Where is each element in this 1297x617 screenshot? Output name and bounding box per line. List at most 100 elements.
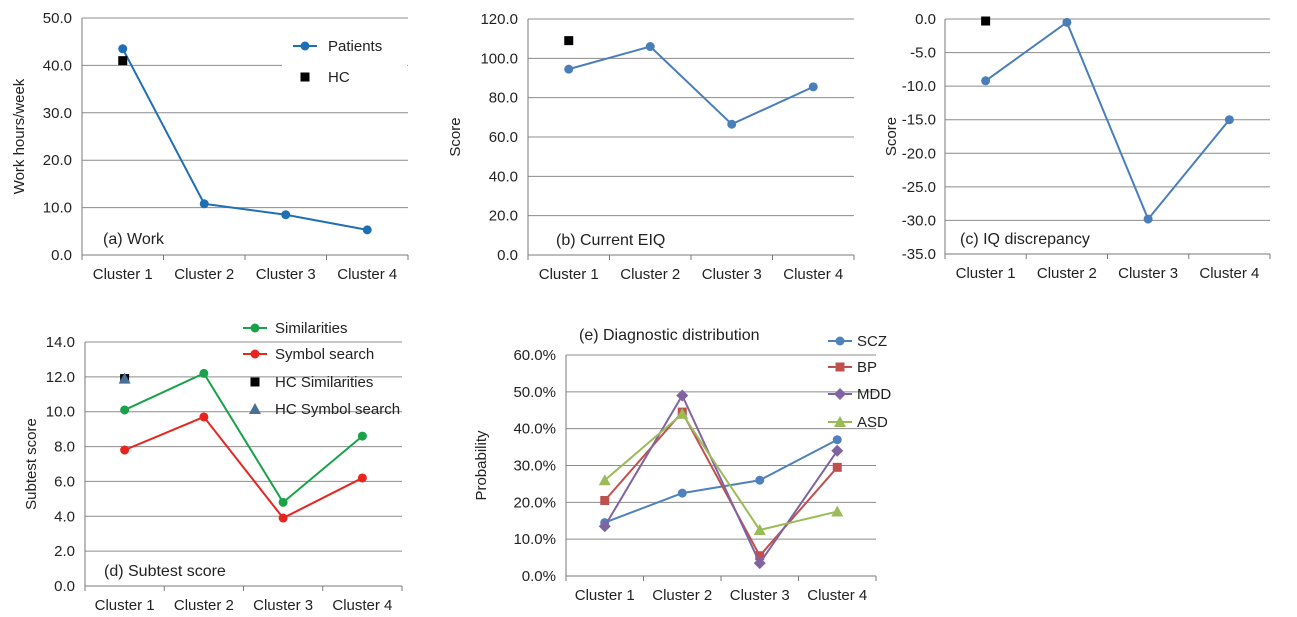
x-tick-label: Cluster 2 (620, 266, 680, 283)
series-hc (118, 56, 128, 66)
data-point (831, 444, 844, 457)
y-tick-label: 30.0 (43, 105, 72, 122)
legend-label: Patients (328, 38, 382, 55)
data-point (598, 474, 611, 486)
data-point (981, 76, 991, 86)
data-point (278, 497, 288, 507)
chart-work: 0.0 10.0 20.0 30.0 40.0 50.0 Cluster 1 Cluster … (11, 10, 409, 283)
data-point (199, 199, 209, 209)
y-tick-label: 6.0 (54, 473, 75, 490)
y-tick-label: 100.0 (480, 50, 518, 67)
x-tick-label: Cluster 3 (256, 266, 316, 283)
data-point (281, 210, 291, 220)
chart-title: (c) IQ discrepancy (960, 231, 1090, 248)
y-tick-label: 40.0 (489, 168, 518, 185)
data-point (564, 64, 574, 74)
legend-marker (834, 388, 846, 400)
legend-label: SCZ (857, 333, 887, 350)
chart-title: (b) Current EIQ (556, 232, 665, 249)
x-tick-label: Cluster 1 (539, 266, 599, 283)
legend-item: BP (828, 359, 877, 376)
series-line (604, 412, 838, 532)
data-point (753, 523, 766, 535)
legend-item: MDD (828, 386, 891, 403)
y-tick-label: 14.0 (46, 334, 75, 351)
data-point (808, 82, 818, 92)
chart-eiq: 0.0 20.0 40.0 60.0 80.0 100.0 120.0 Cluster 1 Cl… (447, 11, 855, 283)
y-tick-label: -10.0 (902, 78, 936, 95)
series-line (121, 48, 368, 231)
x-tick-label: Cluster 1 (93, 266, 153, 283)
x-tick-label: Cluster 4 (783, 266, 843, 283)
y-tick-label: 40.0% (513, 421, 556, 438)
series-1 (564, 36, 574, 46)
legend-label: HC (328, 69, 350, 86)
data-point (1224, 115, 1234, 125)
legend-marker (835, 336, 845, 346)
legend-label: HC Similarities (275, 374, 373, 391)
legend-item: HC Symbol search (249, 401, 400, 418)
y-tick-label: 80.0 (489, 90, 518, 107)
data-point (564, 36, 574, 46)
data-point (118, 56, 128, 66)
chart-subtest: 0.0 2.0 4.0 6.0 8.0 10.0 12.0 14.0 Cluster 1 Clus… (23, 320, 403, 614)
legend-item: HC Similarities (250, 374, 373, 391)
y-tick-label: -30.0 (902, 212, 936, 229)
series-line (124, 415, 363, 520)
chart-diag: 0.0% 10.0% 20.0% 30.0% 40.0% 50.0% 60.0% Cluste… (473, 327, 891, 604)
series-line (603, 410, 839, 558)
legend-marker (249, 403, 261, 414)
series-0 (981, 17, 1234, 224)
x-tick-label: Cluster 4 (332, 597, 392, 614)
data-point (118, 44, 128, 54)
data-point (755, 551, 765, 561)
legend-label: ASD (857, 414, 888, 431)
y-tick-label: 20.0 (43, 152, 72, 169)
series-1 (981, 16, 991, 26)
x-tick-label: Cluster 2 (174, 266, 234, 283)
y-tick-label: 50.0% (513, 384, 556, 401)
legend-marker (300, 72, 310, 82)
series-patients (118, 44, 372, 235)
series-hc-symbol-search (118, 372, 131, 384)
x-tick-label: Cluster 3 (730, 587, 790, 604)
data-point (832, 435, 842, 445)
series-0 (564, 42, 818, 129)
y-tick-label: 40.0 (43, 57, 72, 74)
y-axis-label: Subtest score (23, 418, 40, 510)
data-point (278, 513, 288, 523)
series-line (124, 372, 364, 504)
series-line (568, 45, 814, 126)
legend-marker (300, 41, 310, 51)
data-point (676, 389, 689, 402)
y-tick-label: 10.0 (46, 404, 75, 421)
data-point (832, 462, 842, 472)
data-point (120, 445, 130, 455)
series-similarities (120, 368, 367, 507)
data-point (727, 119, 737, 129)
y-tick-label: 60.0 (489, 129, 518, 146)
legend-item: Symbol search (243, 346, 374, 363)
chart-title: (e) Diagnostic distribution (579, 327, 760, 344)
legend-marker (250, 349, 260, 359)
data-point (598, 520, 611, 533)
x-tick-label: Cluster 3 (702, 266, 762, 283)
y-tick-label: -25.0 (902, 179, 936, 196)
x-tick-label: Cluster 1 (575, 587, 635, 604)
data-point (199, 368, 209, 378)
x-tick-label: Cluster 4 (807, 587, 867, 604)
y-tick-label: 120.0 (480, 11, 518, 28)
chart-iqdisc: -35.0 -30.0 -25.0 -20.0 -15.0 -10.0 -5.0 0.0 Clu… (883, 11, 1271, 282)
legend-item: Patients (293, 38, 382, 55)
y-tick-label: 50.0 (43, 10, 72, 27)
data-point (831, 505, 844, 517)
legend-marker (250, 377, 260, 387)
y-tick-label: 12.0 (46, 369, 75, 386)
y-tick-label: -20.0 (902, 145, 936, 162)
data-point (199, 412, 209, 422)
data-point (645, 42, 655, 52)
data-point (753, 557, 766, 570)
x-tick-label: Cluster 2 (174, 597, 234, 614)
data-point (120, 405, 130, 415)
